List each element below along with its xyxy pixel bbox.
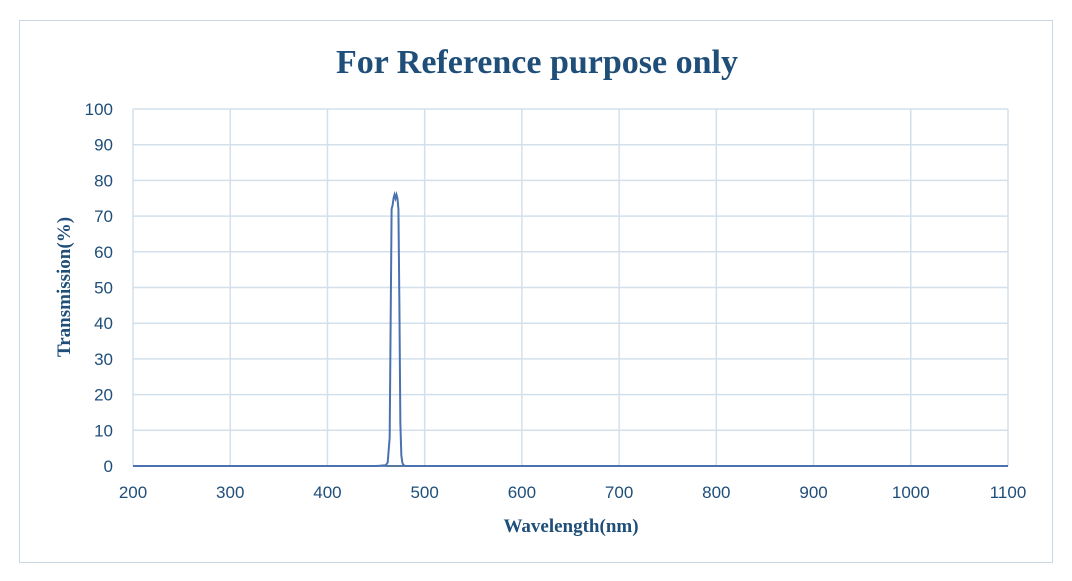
x-tick-label: 600 — [508, 483, 536, 502]
x-tick-label: 900 — [799, 483, 827, 502]
y-tick-label: 40 — [94, 314, 113, 333]
x-tick-label: 300 — [216, 483, 244, 502]
x-tick-label: 200 — [119, 483, 147, 502]
grid — [132, 108, 1009, 466]
tick-labels: 0 10 20 30 40 50 60 70 80 90 100 200 300 400 500 600 700… — [85, 100, 1027, 502]
x-tick-label: 500 — [410, 483, 438, 502]
x-tick-label: 800 — [702, 483, 730, 502]
x-tick-label: 1100 — [990, 483, 1027, 502]
y-tick-label: 10 — [94, 421, 113, 440]
y-tick-label: 20 — [94, 386, 113, 405]
x-tick-label: 1000 — [892, 483, 930, 502]
x-axis-label: Wavelength(nm) — [503, 516, 638, 537]
transmission-chart: For Reference purpose only 0 10 20 30 40 50 60… — [54, 44, 1027, 537]
series-layer — [133, 190, 1008, 467]
x-tick-label: 700 — [605, 483, 633, 502]
chart-frame: For Reference purpose only 0 10 20 30 40 50 60… — [19, 20, 1053, 563]
y-tick-label: 60 — [94, 243, 113, 262]
y-tick-label: 30 — [94, 350, 113, 369]
y-tick-label: 0 — [104, 457, 113, 476]
y-axis-label: Transmission(%) — [54, 217, 75, 357]
y-tick-label: 80 — [94, 171, 113, 190]
y-tick-label: 100 — [85, 100, 113, 119]
series-line — [133, 190, 1008, 467]
y-tick-label: 90 — [94, 136, 113, 155]
x-tick-label: 400 — [313, 483, 341, 502]
chart-title: For Reference purpose only — [336, 44, 738, 81]
y-tick-label: 50 — [94, 279, 113, 298]
y-tick-label: 70 — [94, 207, 113, 226]
